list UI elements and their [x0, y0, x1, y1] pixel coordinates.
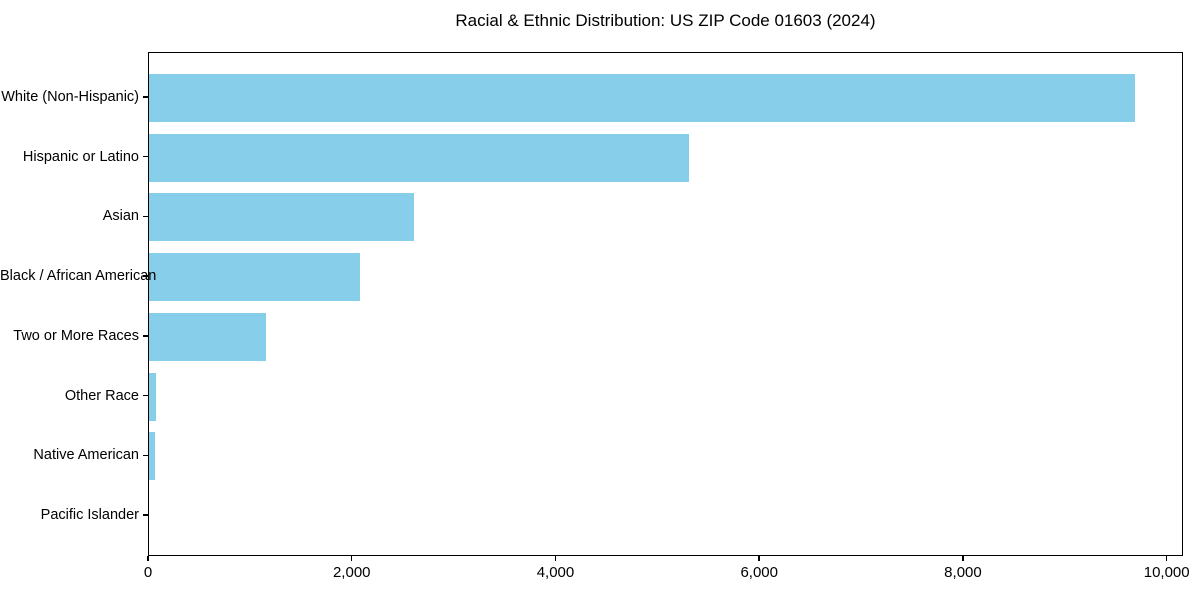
- y-tick-label: White (Non-Hispanic): [1, 89, 139, 105]
- x-tick-label: 4,000: [536, 564, 575, 581]
- y-tick-mark: [143, 215, 148, 218]
- x-tick-label: 10,000: [1143, 564, 1190, 581]
- bar: [149, 74, 1135, 122]
- bar: [149, 193, 414, 242]
- x-tick-label: 6,000: [740, 564, 778, 581]
- bar: [149, 253, 360, 302]
- bar: [149, 133, 689, 182]
- bar: [149, 432, 155, 481]
- x-tick-label: 2,000: [332, 564, 371, 581]
- y-tick-mark: [143, 96, 148, 98]
- x-tick-mark: [350, 556, 353, 561]
- x-tick-label: 0: [143, 564, 153, 581]
- chart-title: Racial & Ethnic Distribution: US ZIP Cod…: [455, 11, 876, 30]
- x-tick-mark: [962, 556, 964, 561]
- y-tick-mark: [143, 394, 148, 397]
- plot-area: [148, 52, 1183, 556]
- bar: [149, 312, 267, 361]
- bar: [149, 372, 157, 421]
- y-tick-mark: [143, 454, 148, 456]
- y-tick-mark: [143, 155, 148, 158]
- y-tick-label: Asian: [102, 208, 139, 225]
- y-tick-label: Other Race: [64, 387, 139, 404]
- y-tick-mark: [143, 514, 148, 516]
- y-tick-label: Pacific Islander: [40, 506, 139, 523]
- y-tick-label: Hispanic or Latino: [22, 148, 139, 165]
- y-tick-mark: [143, 275, 148, 277]
- y-tick-label: Two or More Races: [13, 327, 139, 344]
- x-tick-label: 8,000: [944, 564, 982, 581]
- x-tick-mark: [147, 556, 149, 561]
- x-tick-mark: [1165, 556, 1168, 561]
- y-tick-mark: [143, 335, 148, 337]
- x-tick-mark: [554, 556, 557, 561]
- x-tick-mark: [758, 556, 760, 561]
- y-tick-label: Native American: [33, 447, 139, 464]
- y-tick-label: Black / African American: [0, 268, 157, 285]
